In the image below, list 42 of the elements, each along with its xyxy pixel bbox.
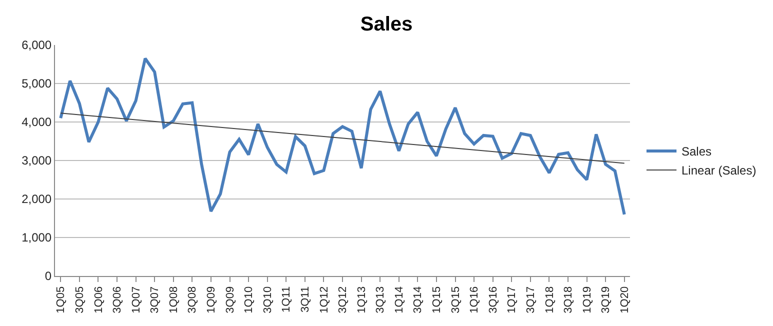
y-tick-label: 2,000 xyxy=(22,192,52,206)
x-tick-label: 3Q09 xyxy=(224,286,236,314)
x-tick-label: 3Q10 xyxy=(262,286,274,314)
x-tick-label: 3Q11 xyxy=(299,286,312,312)
x-tick-label: 1Q15 xyxy=(431,286,444,314)
x-tick-label: 1Q11 xyxy=(280,286,293,312)
y-tick-label: 6,000 xyxy=(22,38,52,52)
chart-title: Sales xyxy=(360,13,413,36)
x-tick-label: 3Q13 xyxy=(374,286,387,314)
line-series xyxy=(59,56,626,216)
x-tick-label: 3Q06 xyxy=(112,286,124,314)
x-tick-label: 1Q13 xyxy=(356,286,368,314)
x-tick-label: 3Q05 xyxy=(74,286,86,314)
y-tick-label: 0 xyxy=(44,269,52,284)
x-tick-label: 1Q08 xyxy=(168,286,180,314)
x-tick-label: 1Q05 xyxy=(55,286,68,314)
x-tick-label: 3Q18 xyxy=(562,286,575,314)
x-tick-label: 1Q17 xyxy=(506,286,518,314)
y-tick-label: 4,000 xyxy=(22,115,52,130)
x-tick-label: 1Q10 xyxy=(243,286,256,314)
x-tick-label: 1Q20 xyxy=(618,286,631,314)
x-tick-label: 3Q12 xyxy=(337,286,350,314)
y-tick-label: 5,000 xyxy=(22,76,52,91)
x-tick-label: 3Q17 xyxy=(524,286,537,314)
x-tick-label: 1Q16 xyxy=(468,286,481,314)
x-tick-label: 1Q09 xyxy=(206,286,218,314)
y-tick-label: 3,000 xyxy=(22,154,52,168)
legend-label: Linear (Sales) xyxy=(682,164,756,178)
x-tick-label: 1Q18 xyxy=(544,286,556,314)
x-tick-label: 3Q16 xyxy=(487,286,500,314)
x-tick-label: 3Q08 xyxy=(186,286,199,314)
legend-label: Sales xyxy=(682,144,712,159)
x-tick-label: 1Q06 xyxy=(92,286,105,314)
x-tick-label: 3Q07 xyxy=(149,286,162,314)
x-tick-label: 1Q14 xyxy=(393,286,406,314)
x-tick-label: 3Q15 xyxy=(450,286,462,314)
y-tick-label: 1,000 xyxy=(22,230,52,245)
x-tick-label: 3Q19 xyxy=(600,286,612,314)
x-tick-label: 1Q12 xyxy=(318,286,330,314)
x-tick-label: 1Q07 xyxy=(130,286,142,314)
x-tick-label: 3Q14 xyxy=(412,286,424,314)
x-tick-label: 1Q19 xyxy=(581,286,594,314)
